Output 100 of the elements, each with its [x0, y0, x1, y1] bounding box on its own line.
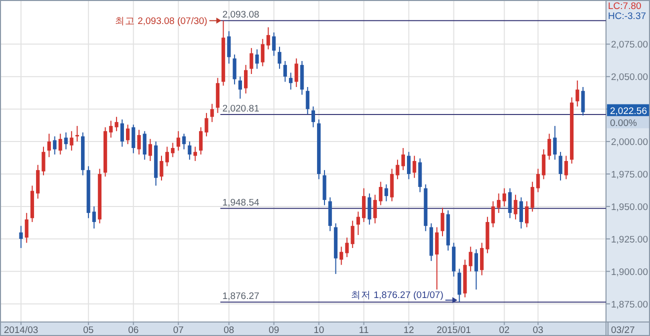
candlestick — [176, 130, 180, 152]
x-tick-label: 11 — [358, 325, 369, 336]
candlestick — [250, 48, 254, 75]
candlestick — [468, 246, 472, 272]
candlestick — [210, 103, 214, 123]
candlestick — [160, 155, 164, 181]
y-tick-label: 1,925.00 — [611, 234, 648, 246]
x-tick-label: 10 — [314, 325, 324, 336]
candlestick — [502, 188, 506, 207]
candlestick — [272, 32, 276, 56]
candlestick — [120, 118, 124, 148]
candlestick — [373, 194, 377, 224]
candlestick — [288, 72, 293, 90]
candlestick — [536, 168, 540, 193]
candlestick — [188, 141, 192, 160]
candlestick — [311, 106, 316, 128]
y-tick-label: 1,975.00 — [611, 169, 648, 180]
candlestick — [576, 80, 580, 107]
candlestick — [58, 133, 62, 156]
candlestick — [306, 86, 310, 115]
candlestick — [109, 120, 113, 138]
candlestick — [199, 126, 203, 156]
candlestick — [244, 64, 248, 94]
candlestick — [519, 196, 523, 230]
y-tick-label: 2,000.00 — [611, 137, 648, 148]
text: 2,022.56 — [610, 106, 647, 118]
candlestick — [165, 146, 169, 167]
candlestick — [19, 225, 23, 248]
candlestick — [406, 151, 411, 180]
candlestick — [255, 48, 259, 70]
candlestick — [474, 248, 478, 290]
candlestick — [137, 129, 141, 156]
candlestick — [362, 188, 366, 223]
x-tick-label: 02 — [499, 325, 510, 336]
candlestick — [435, 226, 439, 290]
candlestick — [390, 168, 394, 202]
y-tick-label: 1,875.00 — [611, 299, 648, 310]
x-tick-label: 08 — [224, 325, 234, 336]
candlestick — [547, 133, 552, 160]
candlestick — [278, 46, 282, 70]
candlestick — [356, 211, 360, 236]
candlestick — [396, 159, 400, 180]
candlestick — [132, 124, 136, 154]
candlestick — [440, 207, 444, 237]
candlestick — [148, 138, 152, 162]
annotation: 최저 1,876.27 (01/07) — [351, 290, 444, 302]
text: HC:-3.37 — [608, 11, 646, 22]
x-tick-label: 05 — [83, 325, 94, 336]
candlestick — [401, 148, 405, 171]
candlestick — [564, 155, 568, 180]
ref-line-label: 2,093.08 — [222, 10, 260, 21]
x-tick-label: 2014/03 — [4, 325, 38, 336]
candlestick — [458, 268, 462, 303]
text: LC:7.80 — [608, 1, 642, 12]
candlestick — [260, 38, 264, 67]
candlestick — [491, 200, 495, 228]
candlestick — [294, 58, 298, 88]
candlestick — [52, 136, 57, 156]
ref-line-label: 1,948.54 — [222, 197, 260, 208]
candlestick — [553, 125, 557, 160]
candlestick — [542, 148, 546, 180]
ref-line-label: 2,020.81 — [222, 104, 260, 115]
candlestick — [530, 181, 534, 212]
candlestick — [182, 133, 186, 150]
candlestick — [238, 76, 242, 100]
x-tick-label: 07 — [173, 325, 184, 336]
candlestick — [350, 220, 354, 248]
candlestick — [64, 132, 68, 150]
candlestick — [142, 130, 146, 160]
candlestick — [170, 142, 175, 158]
candlestick — [36, 164, 40, 200]
x-tick-label: 12 — [403, 325, 414, 336]
ref-line-label: 1,876.27 — [222, 291, 260, 302]
candlestick — [525, 200, 529, 228]
y-tick-label: 1,950.00 — [611, 202, 648, 213]
candlestick — [204, 112, 208, 137]
candlestick — [581, 86, 585, 116]
candlestick — [340, 246, 344, 266]
text: 03/27 — [611, 325, 635, 336]
x-tick-label: 2015/01 — [436, 325, 471, 336]
candlestick — [24, 212, 28, 244]
y-tick-label: 2,075.00 — [611, 40, 648, 51]
candlestick — [42, 146, 46, 176]
candlestick — [193, 146, 198, 162]
candlestick — [508, 188, 512, 219]
candlestick — [47, 133, 51, 158]
candlestick — [480, 242, 484, 276]
candlestick — [75, 125, 79, 142]
x-tick-label: 09 — [268, 325, 280, 336]
candlestick — [558, 151, 562, 181]
candlestick — [412, 155, 416, 178]
candlestick — [283, 60, 287, 82]
candlestick — [70, 130, 74, 152]
annotation: 최고 2,093.08 (07/30) — [114, 16, 208, 28]
candlestick — [266, 26, 270, 50]
candlestick — [92, 206, 96, 230]
x-tick-label: 06 — [128, 325, 139, 336]
y-tick-label: 2,050.00 — [611, 72, 648, 84]
candlestick — [378, 181, 382, 206]
x-tick-label: 03 — [532, 325, 544, 336]
